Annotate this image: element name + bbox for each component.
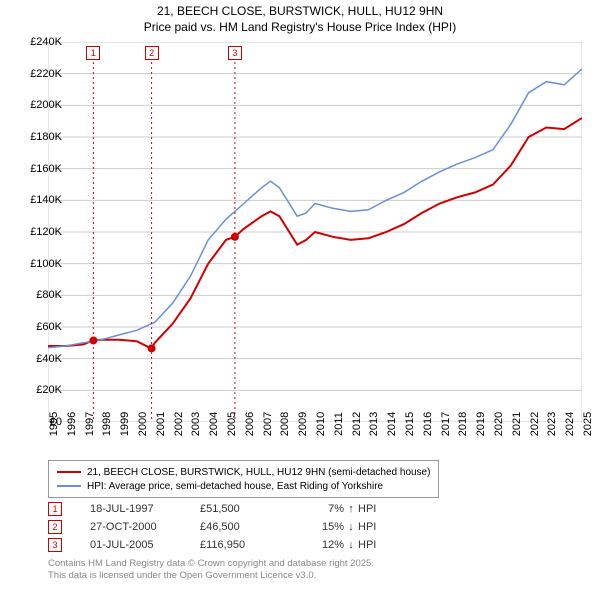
x-tick-label: 2001 — [155, 412, 167, 436]
x-tick-label: 2006 — [244, 412, 256, 436]
legend-swatch-hpi — [57, 485, 81, 487]
y-tick-label: £140K — [14, 194, 62, 206]
y-tick-label: £40K — [14, 353, 62, 365]
legend-row-price: 21, BEECH CLOSE, BURSTWICK, HULL, HU12 9… — [57, 465, 430, 479]
x-tick-label: 2009 — [297, 412, 309, 436]
x-tick-label: 2007 — [262, 412, 274, 436]
title-line2: Price paid vs. HM Land Registry's House … — [0, 20, 600, 36]
marker-badge: 2 — [48, 520, 62, 534]
chart-container: 21, BEECH CLOSE, BURSTWICK, HULL, HU12 9… — [0, 0, 600, 590]
marker-badge: 3 — [48, 538, 62, 552]
x-tick-label: 2020 — [493, 412, 505, 436]
table-row: 1 18-JUL-1997 £51,500 7% ↑ HPI — [48, 500, 388, 518]
marker-badge: 1 — [48, 502, 62, 516]
chart-svg — [48, 42, 582, 422]
x-tick-label: 2010 — [315, 412, 327, 436]
y-tick-label: £20K — [14, 384, 62, 396]
x-tick-label: 1997 — [84, 412, 96, 436]
chart-marker-badge: 1 — [86, 46, 100, 60]
table-row: 2 27-OCT-2000 £46,500 15% ↓ HPI — [48, 518, 388, 536]
sale-date: 01-JUL-2005 — [90, 539, 200, 551]
legend-label-hpi: HPI: Average price, semi-detached house,… — [87, 481, 383, 492]
x-tick-label: 2003 — [190, 412, 202, 436]
legend-label-price: 21, BEECH CLOSE, BURSTWICK, HULL, HU12 9… — [87, 467, 430, 478]
footer-attribution: Contains HM Land Registry data © Crown c… — [48, 558, 374, 582]
chart-marker-badge: 2 — [145, 46, 159, 60]
footer-line1: Contains HM Land Registry data © Crown c… — [48, 558, 374, 570]
x-tick-label: 2011 — [333, 412, 345, 436]
title-block: 21, BEECH CLOSE, BURSTWICK, HULL, HU12 9… — [0, 0, 600, 37]
down-arrow-icon: ↓ — [344, 521, 358, 533]
x-tick-label: 2023 — [546, 412, 558, 436]
x-tick-label: 2016 — [422, 412, 434, 436]
chart-area — [48, 42, 582, 422]
x-tick-label: 2014 — [386, 412, 398, 436]
legend-swatch-price — [57, 471, 81, 473]
sale-price: £46,500 — [200, 521, 290, 533]
x-tick-label: 2021 — [511, 412, 523, 436]
x-tick-label: 2022 — [529, 412, 541, 436]
x-tick-label: 2017 — [440, 412, 452, 436]
chart-marker-badge: 3 — [228, 46, 242, 60]
y-tick-label: £60K — [14, 321, 62, 333]
x-tick-label: 2018 — [457, 412, 469, 436]
table-row: 3 01-JUL-2005 £116,950 12% ↓ HPI — [48, 536, 388, 554]
sale-price: £116,950 — [200, 539, 290, 551]
y-tick-label: £160K — [14, 163, 62, 175]
x-tick-label: 1998 — [101, 412, 113, 436]
x-tick-label: 1996 — [66, 412, 78, 436]
y-tick-label: £100K — [14, 258, 62, 270]
y-tick-label: £200K — [14, 99, 62, 111]
footer-line2: This data is licensed under the Open Gov… — [48, 570, 374, 582]
y-tick-label: £220K — [14, 68, 62, 80]
x-tick-label: 2025 — [582, 412, 594, 436]
x-tick-label: 1995 — [48, 412, 60, 436]
y-tick-label: £80K — [14, 289, 62, 301]
x-tick-label: 2004 — [208, 412, 220, 436]
y-tick-label: £120K — [14, 226, 62, 238]
x-tick-label: 2015 — [404, 412, 416, 436]
up-arrow-icon: ↑ — [344, 503, 358, 515]
legend-row-hpi: HPI: Average price, semi-detached house,… — [57, 479, 430, 493]
hpi-label: HPI — [358, 521, 388, 533]
hpi-label: HPI — [358, 503, 388, 515]
x-tick-label: 2012 — [351, 412, 363, 436]
x-tick-label: 2008 — [279, 412, 291, 436]
x-tick-label: 2024 — [564, 412, 576, 436]
x-tick-label: 2013 — [368, 412, 380, 436]
x-tick-label: 2000 — [137, 412, 149, 436]
x-tick-label: 2002 — [173, 412, 185, 436]
x-tick-label: 2005 — [226, 412, 238, 436]
sale-date: 27-OCT-2000 — [90, 521, 200, 533]
sale-price: £51,500 — [200, 503, 290, 515]
down-arrow-icon: ↓ — [344, 539, 358, 551]
x-tick-label: 2019 — [475, 412, 487, 436]
sale-pct: 15% — [290, 521, 344, 533]
x-tick-label: 1999 — [119, 412, 131, 436]
legend: 21, BEECH CLOSE, BURSTWICK, HULL, HU12 9… — [48, 460, 439, 498]
title-line1: 21, BEECH CLOSE, BURSTWICK, HULL, HU12 9… — [0, 4, 600, 20]
sale-pct: 7% — [290, 503, 344, 515]
hpi-label: HPI — [358, 539, 388, 551]
sales-table: 1 18-JUL-1997 £51,500 7% ↑ HPI 2 27-OCT-… — [48, 500, 388, 554]
sale-date: 18-JUL-1997 — [90, 503, 200, 515]
sale-pct: 12% — [290, 539, 344, 551]
y-tick-label: £240K — [14, 36, 62, 48]
y-tick-label: £180K — [14, 131, 62, 143]
